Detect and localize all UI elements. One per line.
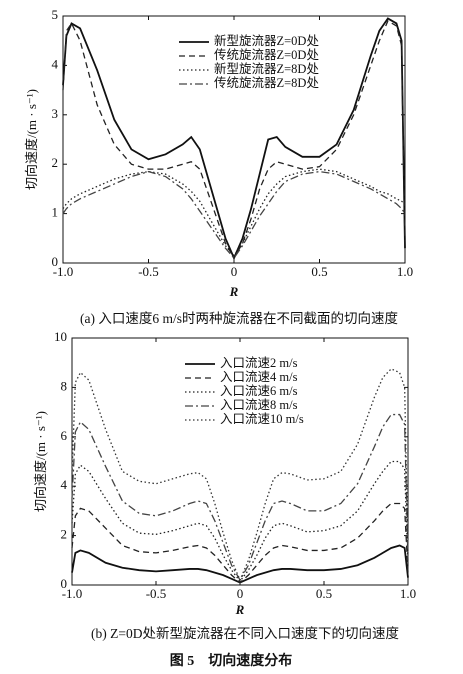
series-line <box>62 170 406 260</box>
y-axis-label: 切向速度/(m · s⁻¹) <box>24 89 39 190</box>
legend-label: 入口流速2 m/s <box>220 356 298 370</box>
x-axis-label: R <box>229 284 239 299</box>
caption: (a) 入口速度6 m/s时两种旋流器在不同截面的切向速度 <box>80 311 398 326</box>
y-tick-label: 4 <box>52 56 59 71</box>
x-tick-label: -1.0 <box>53 264 74 279</box>
x-tick-label: -1.0 <box>62 586 83 601</box>
y-tick-label: 0 <box>52 254 59 269</box>
legend-label: 传统旋流器Z=0D处 <box>214 47 319 62</box>
x-tick-label: 1.0 <box>397 264 413 279</box>
x-tick-label: 0 <box>237 586 244 601</box>
y-tick-label: 2 <box>52 155 59 170</box>
legend-label: 入口流速10 m/s <box>220 412 304 426</box>
series-line <box>62 20 406 260</box>
x-tick-label: -0.5 <box>146 586 167 601</box>
y-tick-label: 10 <box>54 329 67 344</box>
y-tick-label: 1 <box>52 205 59 220</box>
figure-caption: 图 5 切向速度分布 <box>170 652 293 669</box>
x-tick-label: 0 <box>231 264 238 279</box>
y-tick-label: 0 <box>61 576 68 591</box>
y-tick-label: 8 <box>61 378 68 393</box>
x-tick-label: 0.5 <box>316 586 332 601</box>
series-line <box>62 168 406 257</box>
y-tick-label: 4 <box>61 477 68 492</box>
y-tick-label: 5 <box>52 7 59 22</box>
x-tick-label: 1.0 <box>400 586 416 601</box>
series-line <box>71 368 409 582</box>
series-line <box>71 502 409 584</box>
series-line <box>62 17 406 261</box>
legend-label: 新型旋流器Z=8D处 <box>214 61 319 76</box>
x-tick-label: -0.5 <box>138 264 159 279</box>
y-tick-label: 6 <box>61 428 68 443</box>
y-tick-label: 2 <box>61 527 68 542</box>
series-line <box>71 413 409 582</box>
series-line <box>71 460 409 583</box>
legend-label: 入口流速6 m/s <box>220 384 298 398</box>
series-line <box>71 544 409 584</box>
y-tick-label: 3 <box>52 106 59 121</box>
legend-label: 入口流速8 m/s <box>220 398 298 412</box>
x-tick-label: 0.5 <box>311 264 327 279</box>
x-axis-label: R <box>235 602 245 617</box>
y-axis-label: 切向速度/(m · s⁻¹) <box>33 411 48 512</box>
legend-label: 入口流速4 m/s <box>220 370 298 384</box>
legend-label: 新型旋流器Z=0D处 <box>214 33 319 48</box>
caption: (b) Z=0D处新型旋流器在不同入口速度下的切向速度 <box>91 626 399 641</box>
legend-label: 传统旋流器Z=8D处 <box>214 75 319 90</box>
